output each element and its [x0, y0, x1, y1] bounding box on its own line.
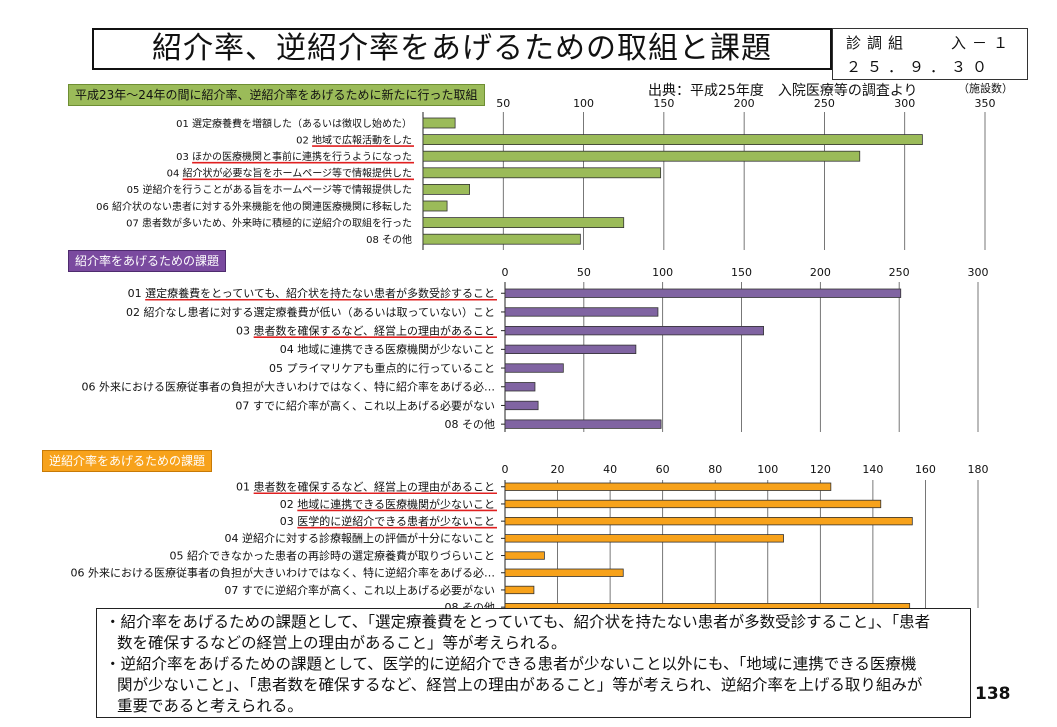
bar: [504, 363, 564, 373]
x-tick-label: 300: [968, 266, 989, 279]
unit-label: （施設数）: [958, 82, 1013, 95]
category-label: 01 選定療養費をとっていても、紹介状を持たない患者が多数受診すること: [128, 286, 495, 300]
summary-box: ・紹介率をあげるための課題として、「選定療養費をとっていても、紹介状を持たない患…: [96, 608, 971, 718]
bar: [504, 400, 539, 411]
x-tick-label: 350: [975, 97, 996, 110]
bar: [504, 382, 536, 392]
source-note: 出典：平成25年度 入院医療等の調査より: [648, 83, 918, 99]
page-number: 138: [975, 684, 1011, 704]
x-tick-label: 60: [656, 463, 670, 476]
category-label: 04 紹介状が必要な旨をホームページ等で情報提供した: [167, 167, 412, 180]
bar: [504, 551, 545, 560]
category-label: 05 紹介できなかった患者の再診時の選定療養費が取りづらいこと: [170, 548, 496, 562]
bar: [422, 217, 625, 229]
x-tick-label: 100: [652, 266, 673, 279]
category-label: 04 逆紹介に対する診療報酬上の評価が十分にないこと: [225, 531, 496, 545]
category-label: 03 医学的に逆紹介できる患者が少ないこと: [280, 514, 495, 528]
x-tick-label: 50: [577, 266, 591, 279]
section-title-initiatives: 平成23年～24年の間に紹介率、逆紹介率をあげるために新たに行った取組: [68, 84, 485, 106]
category-label: 04 地域に連携できる医療機関が少ないこと: [280, 342, 495, 356]
category-label: 06 外来における医療従事者の負担が大きいわけではなく、特に紹介率をあげる必…: [82, 380, 496, 394]
bar: [504, 585, 535, 595]
x-tick-label: 250: [889, 266, 910, 279]
x-tick-label: 200: [734, 97, 755, 110]
summary-line: 数を確保するなどの経営上の理由があること」等が考えられる。: [117, 634, 567, 652]
category-label: 03 患者数を確保するなど、経営上の理由があること: [236, 323, 495, 337]
category-label: 07 すでに紹介率が高く、これ以上あげる必要がない: [235, 398, 495, 412]
summary-line: ・逆紹介率をあげるための課題として、医学的に逆紹介できる患者が少ないこと以外にも…: [105, 655, 917, 673]
bar: [504, 482, 832, 491]
bar: [504, 419, 662, 429]
category-label: 02 紹介なし患者に対する選定療養費が低い（あるいは取っていない）こと: [126, 305, 495, 319]
x-tick-label: 120: [810, 463, 831, 476]
category-label: 05 逆紹介を行うことがある旨をホームページ等で情報提供した: [127, 183, 412, 196]
section-title-referral-issues: 紹介率をあげるための課題: [68, 250, 227, 272]
reference-date: ２５．９．３０: [846, 58, 994, 76]
category-label: 08 その他: [445, 601, 496, 610]
summary-line: ・紹介率をあげるための課題として、「選定療養費をとっていても、紹介状を持たない患…: [105, 613, 931, 631]
bar: [504, 288, 902, 298]
x-tick-label: 100: [573, 97, 594, 110]
bar: [504, 499, 882, 509]
bar: [504, 517, 913, 526]
bar: [422, 183, 470, 195]
category-label: 02 地域で広報活動をした: [296, 133, 412, 146]
bar: [504, 603, 911, 610]
bar: [422, 117, 456, 129]
bar: [422, 167, 662, 179]
x-tick-label: 80: [708, 463, 722, 476]
x-tick-label: 200: [810, 266, 831, 279]
bar: [504, 568, 624, 577]
summary-line: 重要であると考えられる。: [117, 697, 303, 715]
x-tick-label: 40: [603, 463, 617, 476]
x-tick-label: 0: [502, 266, 509, 279]
category-label: 03 ほかの医療機関と事前に連携を行うようになった: [176, 150, 412, 163]
page-title: 紹介率、逆紹介率をあげるための取組と課題: [152, 31, 772, 66]
bar: [422, 233, 581, 245]
category-label: 01 患者数を確保するなど、経営上の理由があること: [236, 480, 495, 494]
x-tick-label: 140: [862, 463, 883, 476]
category-label: 02 地域に連携できる医療機関が少ないこと: [280, 497, 495, 511]
x-tick-label: 250: [814, 97, 835, 110]
bar: [504, 534, 784, 543]
bar: [422, 200, 448, 212]
bar: [504, 307, 659, 317]
x-tick-label: 160: [915, 463, 936, 476]
bar: [504, 325, 764, 336]
x-tick-label: 150: [731, 266, 752, 279]
x-tick-label: 300: [894, 97, 915, 110]
category-label: 05 プライマリケアも重点的に行っていること: [269, 361, 495, 375]
category-label: 06 紹介状のない患者に対する外来機能を他の関連医療機関に移転した: [96, 200, 412, 213]
category-label: 08 その他: [366, 233, 412, 246]
bar: [504, 344, 637, 355]
bar: [422, 150, 861, 162]
reference-box: [832, 28, 1028, 80]
category-label: 07 すでに逆紹介率が高く、これ以上あげる必要がない: [224, 583, 495, 597]
category-label: 08 その他: [445, 418, 496, 431]
section-title-reverse-referral-issues: 逆紹介率をあげるための課題: [42, 450, 213, 472]
category-label: 06 外来における医療従事者の負担が大きいわけではなく、特に逆紹介率をあげる必…: [71, 566, 496, 580]
x-tick-label: 0: [502, 463, 509, 476]
x-tick-label: 20: [551, 463, 565, 476]
x-tick-label: 150: [653, 97, 674, 110]
x-tick-label: 50: [496, 97, 510, 110]
category-label: 01 選定療養費を増額した（あるいは徴収し始めた）: [176, 117, 412, 130]
category-label: 07 患者数が多いため、外来時に積極的に逆紹介の取組を行った: [126, 216, 412, 229]
x-tick-label: 100: [757, 463, 778, 476]
reference-code: 診調組 入－１: [846, 34, 1015, 52]
title-box: [92, 28, 832, 70]
x-tick-label: 180: [968, 463, 989, 476]
summary-line: 関が少ないこと」、「患者数を確保するなど、経営上の理由があること」等が考えられ、…: [117, 676, 923, 694]
bar: [422, 134, 923, 146]
